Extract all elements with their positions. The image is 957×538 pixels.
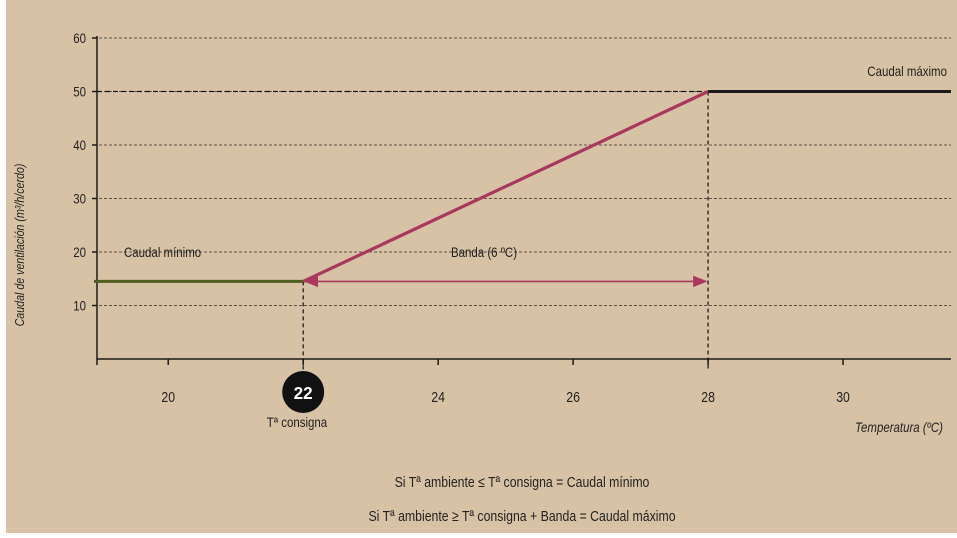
y-tick-label-10: 10 <box>73 297 86 313</box>
guide-layer <box>97 90 709 371</box>
x-tick-label-26: 26 <box>566 389 580 405</box>
label-layer: Caudal de ventilación (m³/h/cerdo) Tempe… <box>12 63 947 524</box>
caudal-maximo-label: Caudal máximo <box>867 63 947 79</box>
chart-panel: 10 20 30 40 50 60 20 24 26 28 30 22 Caudal de venti… <box>6 0 957 533</box>
x-tick-label-20: 20 <box>161 389 175 405</box>
x-tick-label-24: 24 <box>431 389 445 405</box>
grid-layer <box>94 37 951 306</box>
setpoint-caption: Tª consigna <box>267 414 328 430</box>
y-tick-label-40: 40 <box>73 137 86 153</box>
x-axis-label: Temperatura (ºC) <box>855 419 943 435</box>
rule-note-minimum: Si Tª ambiente ≤ Tª consigna = Caudal mí… <box>395 474 650 490</box>
y-tick-label-30: 30 <box>73 190 86 206</box>
caudal-minimo-label: Caudal mínimo <box>124 244 201 260</box>
series-line-ramp <box>302 90 709 283</box>
y-tick-label-20: 20 <box>73 244 86 260</box>
series-layer <box>94 90 951 283</box>
rule-note-maximum: Si Tª ambiente ≥ Tª consigna + Banda = C… <box>368 508 675 524</box>
band-label: Banda (6 ºC) <box>451 244 517 260</box>
y-tick-label-60: 60 <box>73 30 86 46</box>
chart-svg: 10 20 30 40 50 60 20 24 26 28 30 22 Caudal de venti… <box>12 30 951 524</box>
x-tick-label-30: 30 <box>836 389 850 405</box>
y-tick-label-50: 50 <box>73 83 86 99</box>
y-axis-label: Caudal de ventilación (m³/h/cerdo) <box>12 164 27 327</box>
x-tick-label-28: 28 <box>701 389 715 405</box>
axis-layer: 10 20 30 40 50 60 20 24 26 28 30 22 <box>73 30 951 413</box>
setpoint-value-label: 22 <box>294 383 313 404</box>
setpoint-circle <box>282 371 325 413</box>
